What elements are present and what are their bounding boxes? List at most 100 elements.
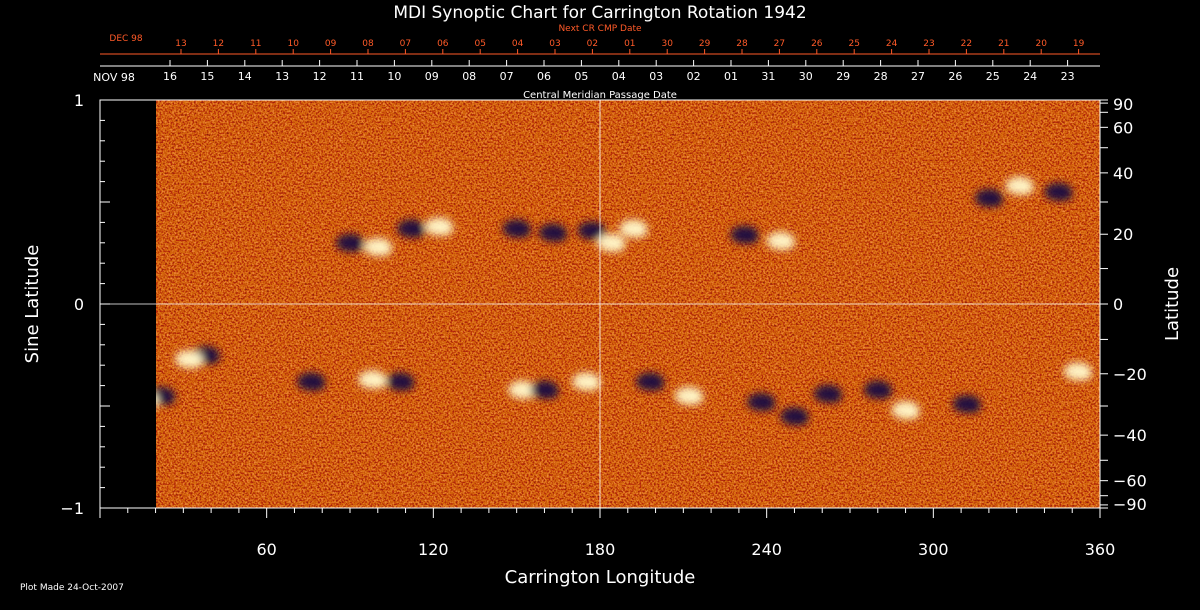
next-cr-date-label: 29: [699, 39, 711, 49]
cmp-date-label: 03: [649, 70, 663, 83]
active-region-positive: [156, 394, 159, 405]
active-region-core: [609, 239, 626, 252]
active-region-core: [203, 352, 220, 364]
next-cr-date-label: 13: [175, 39, 186, 49]
active-region-core: [986, 194, 1003, 207]
active-region-core: [398, 378, 414, 391]
next-cr-date-label: 03: [549, 39, 560, 49]
active-region-core: [584, 378, 601, 391]
active-region-core: [903, 407, 920, 420]
active-region-core: [1056, 188, 1073, 201]
cmp-date-label: 24: [1023, 70, 1037, 83]
cmp-date-label: 11: [350, 70, 364, 83]
next-cr-month-label: DEC 98: [109, 34, 142, 44]
next-cr-date-label: 24: [886, 39, 898, 49]
next-cr-date-label: 22: [961, 39, 972, 49]
y-axis-left-label: Sine Latitude: [22, 245, 43, 364]
cmp-date-axis: NOV 98 Central Meridian Passage Date 16 1…: [93, 60, 1100, 101]
active-region-core: [370, 376, 387, 389]
x-axis-label: Carrington Longitude: [505, 567, 696, 588]
next-cr-date-label: 21: [998, 39, 1009, 49]
footer-plot-date: Plot Made 24-Oct-2007: [20, 583, 124, 593]
y-right-tick-label: −40: [1113, 426, 1147, 445]
cmp-date-label: 27: [911, 70, 925, 83]
cmp-date-label: 26: [948, 70, 962, 83]
chart-title: MDI Synoptic Chart for Carrington Rotati…: [393, 3, 806, 23]
next-cr-date-label: 04: [512, 39, 524, 49]
cmp-date-label: 29: [836, 70, 850, 83]
cmp-date-label: 23: [1061, 70, 1075, 83]
x-axis: 60 120 180 240 300 360: [99, 508, 1116, 559]
cmp-date-label: 12: [313, 70, 327, 83]
active-region-core: [778, 237, 795, 250]
next-cr-axis: Next CR CMP Date DEC 98 13 12 11 10 09 08 07 06…: [100, 24, 1100, 55]
next-cr-date-label: 05: [474, 39, 485, 49]
active-region-core: [686, 392, 703, 405]
y-right-tick-label: −90: [1113, 495, 1147, 514]
y-right-tick-label: 20: [1113, 225, 1133, 244]
active-region-core: [514, 225, 531, 238]
next-cr-date-label: 09: [325, 39, 337, 49]
next-cr-date-label: 26: [811, 39, 823, 49]
next-cr-axis-label: Next CR CMP Date: [558, 24, 642, 34]
next-cr-date-label: 10: [287, 39, 299, 49]
active-region-core: [159, 392, 176, 405]
active-region-core: [550, 229, 567, 242]
cmp-date-label: 16: [163, 70, 177, 83]
active-region-core: [631, 225, 648, 238]
y-right-tick-label: 60: [1113, 118, 1133, 137]
x-tick-label: 60: [256, 540, 276, 559]
next-cr-date-label: 01: [624, 39, 635, 49]
next-cr-date-label: 12: [213, 39, 224, 49]
cmp-date-label: 10: [387, 70, 401, 83]
cmp-date-label: 04: [612, 70, 626, 83]
cmp-date-label: 13: [275, 70, 289, 83]
cmp-date-label: 31: [761, 70, 775, 83]
next-cr-date-label: 30: [661, 39, 673, 49]
y-right-tick-label: −20: [1113, 365, 1147, 384]
x-tick-label: 240: [751, 540, 782, 559]
x-tick-label: 180: [585, 540, 616, 559]
next-cr-date-label: 23: [923, 39, 934, 49]
next-cr-date-label: 11: [250, 39, 261, 49]
y-left-tick-label: 0: [74, 295, 84, 314]
next-cr-date-label: 27: [774, 39, 785, 49]
active-region-core: [1075, 368, 1092, 381]
y-right-tick-label: 40: [1113, 164, 1133, 183]
active-region-core: [1017, 182, 1034, 195]
cmp-month-label: NOV 98: [93, 71, 135, 84]
cmp-date-label: 06: [537, 70, 551, 83]
cmp-date-label: 14: [238, 70, 252, 83]
active-region-core: [156, 398, 159, 408]
active-region-core: [648, 378, 664, 391]
x-tick-label: 300: [918, 540, 949, 559]
active-region-core: [759, 398, 776, 411]
y-left-tick-label: −1: [60, 499, 84, 518]
x-tick-label: 360: [1085, 540, 1116, 559]
cmp-date-label: 28: [874, 70, 888, 83]
next-cr-date-label: 20: [1035, 39, 1047, 49]
y-right-tick-label: 90: [1113, 95, 1133, 114]
y-left-tick-label: 1: [74, 91, 84, 110]
next-cr-date-label: 25: [848, 39, 859, 49]
y-right-tick-label: 0: [1113, 295, 1123, 314]
active-region-core: [309, 378, 326, 391]
x-tick-label: 120: [418, 540, 449, 559]
cmp-axis-label: Central Meridian Passage Date: [523, 90, 677, 101]
next-cr-date-label: 06: [437, 39, 449, 49]
active-region-core: [409, 225, 426, 238]
next-cr-date-label: 08: [362, 39, 374, 49]
cmp-date-label: 30: [799, 70, 813, 83]
cmp-date-label: 15: [200, 70, 214, 83]
cmp-date-label: 05: [574, 70, 588, 83]
y-right-tick-label: −60: [1113, 472, 1147, 491]
cmp-date-label: 25: [986, 70, 1000, 83]
active-region-core: [436, 223, 453, 236]
cmp-date-label: 08: [462, 70, 476, 83]
active-region-core: [742, 231, 759, 244]
active-region-core: [875, 386, 892, 399]
cmp-date-label: 07: [500, 70, 514, 83]
y-axis-right: 90 60 40 20 0 −20 −40 −60 −90: [1100, 95, 1147, 514]
next-cr-date-label: 28: [736, 39, 748, 49]
